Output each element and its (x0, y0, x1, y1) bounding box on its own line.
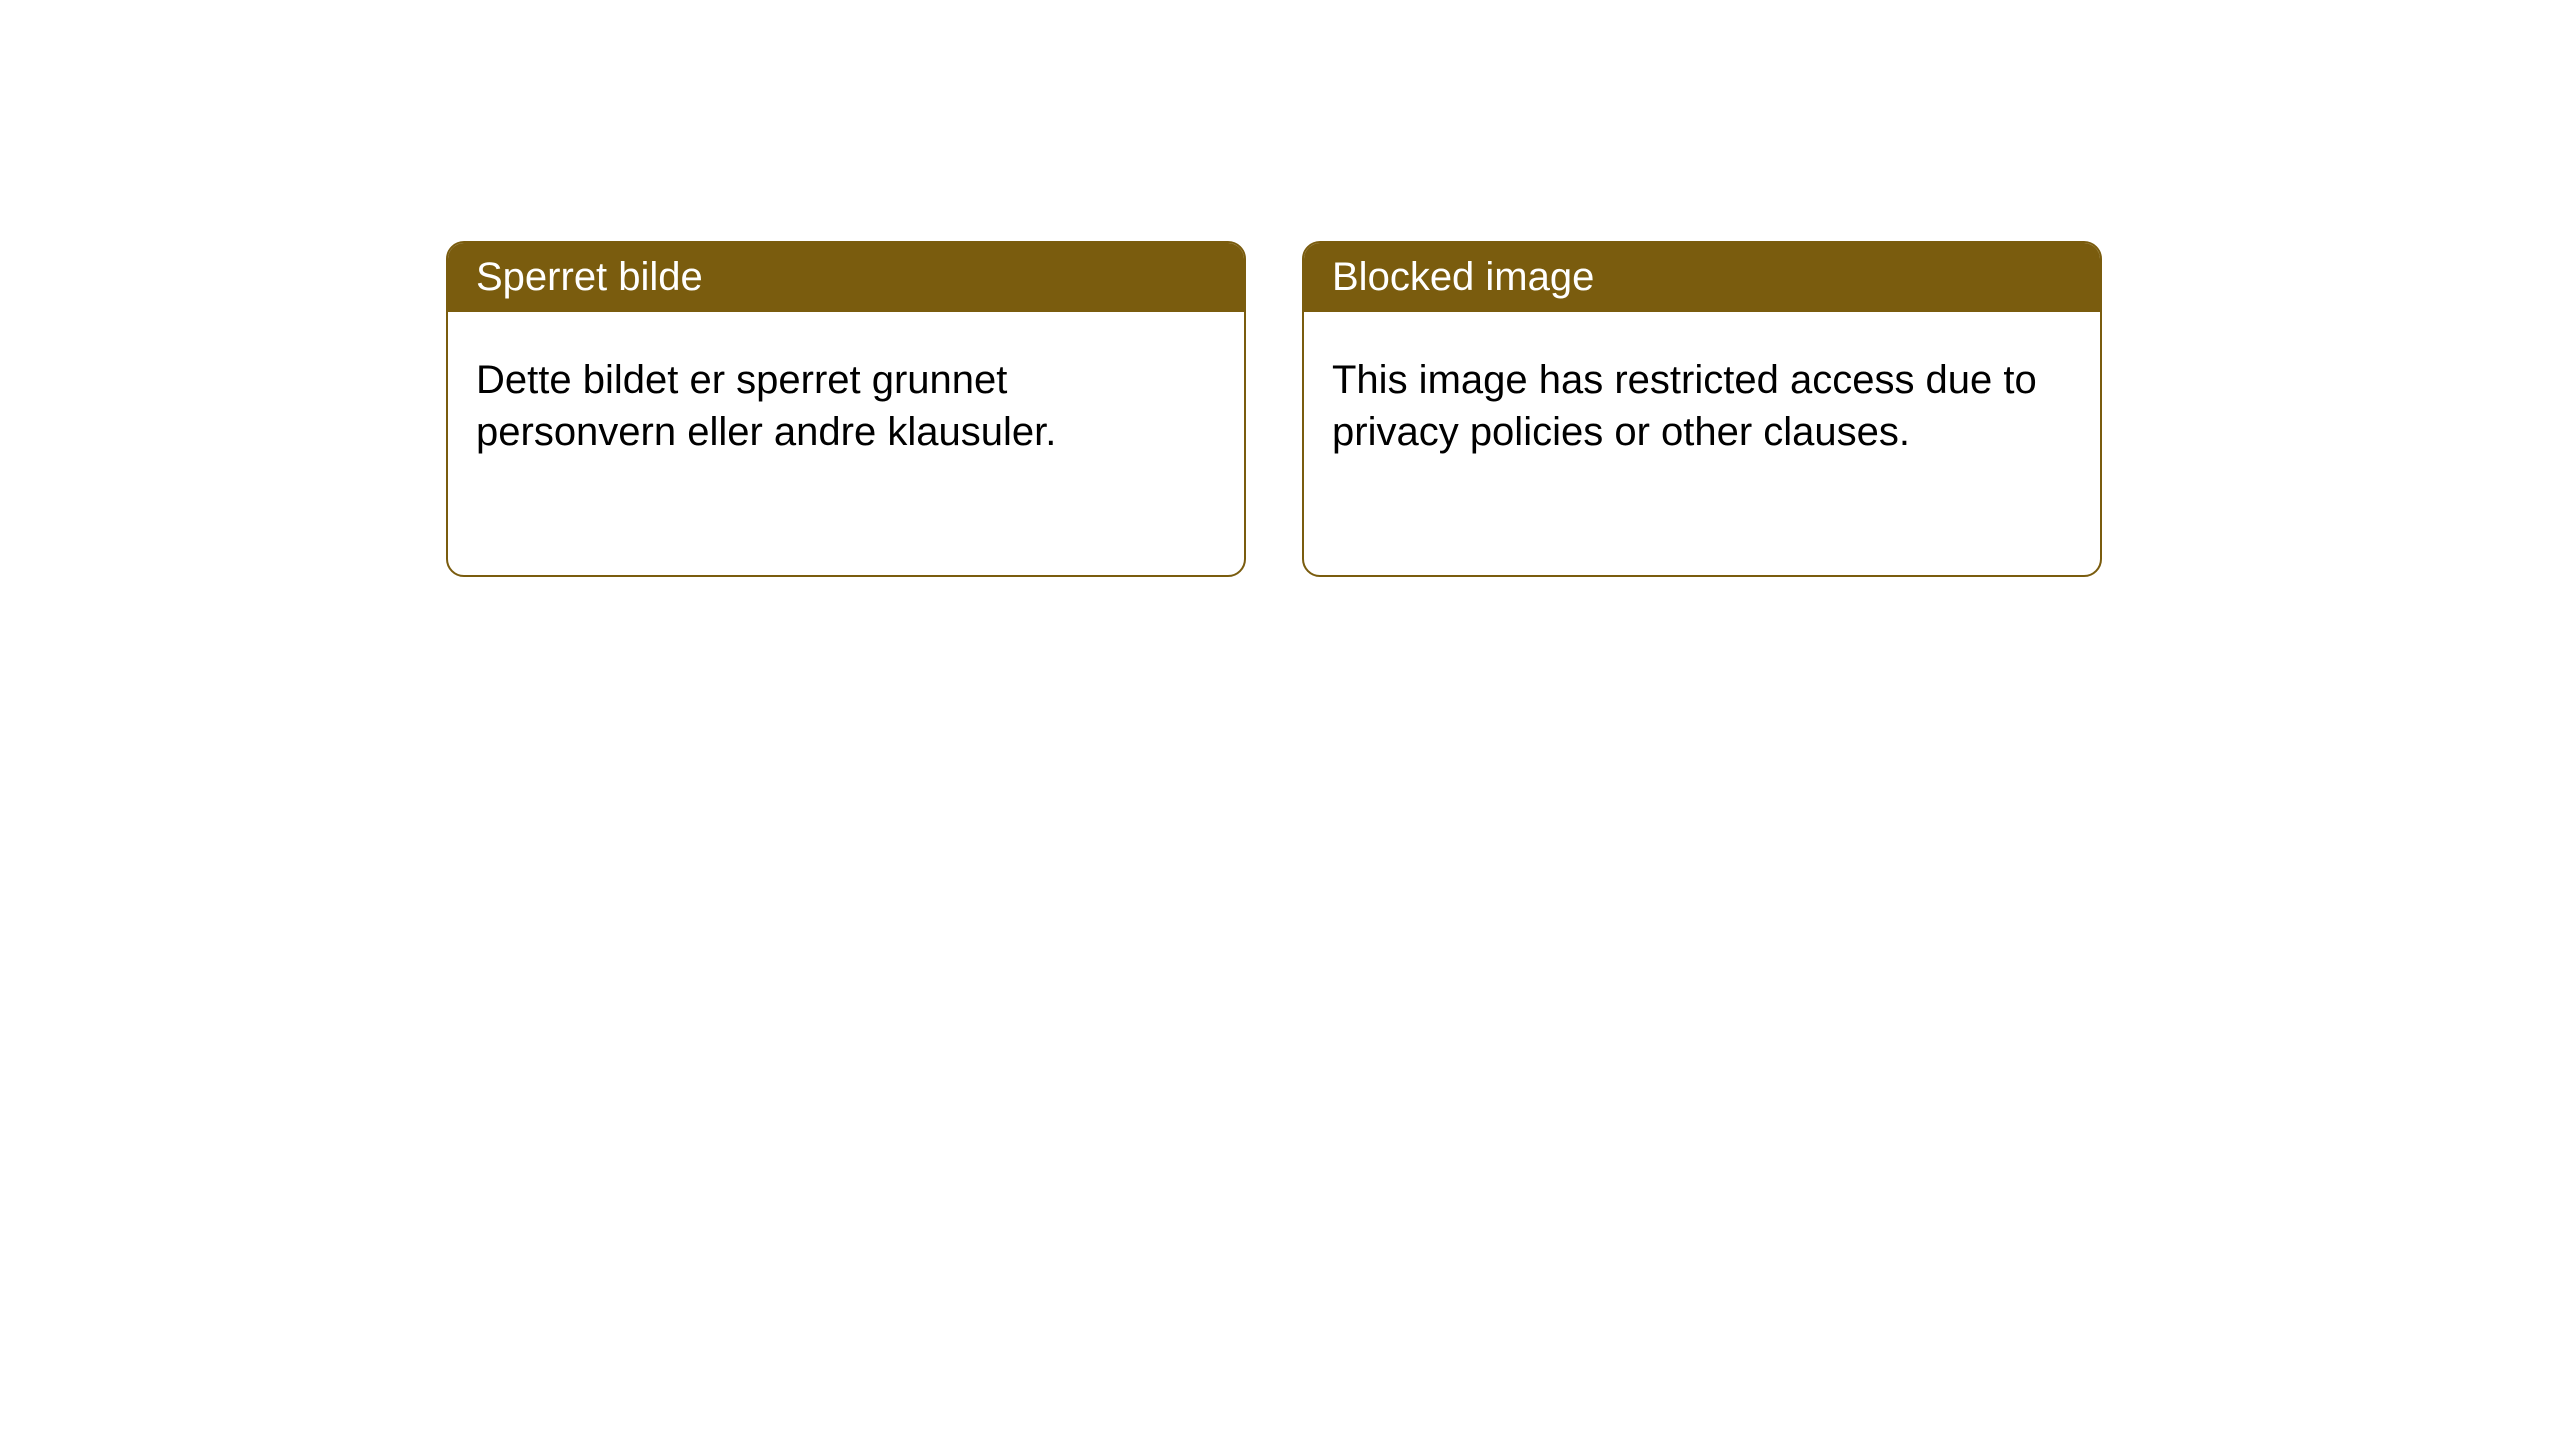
notice-card-english: Blocked image This image has restricted … (1302, 241, 2102, 577)
card-body: This image has restricted access due to … (1304, 312, 2100, 500)
card-message: This image has restricted access due to … (1332, 358, 2037, 454)
card-title: Blocked image (1332, 255, 1594, 299)
notice-cards-container: Sperret bilde Dette bildet er sperret gr… (446, 241, 2102, 577)
card-header: Sperret bilde (448, 243, 1244, 312)
card-title: Sperret bilde (476, 255, 703, 299)
card-message: Dette bildet er sperret grunnet personve… (476, 358, 1056, 454)
notice-card-norwegian: Sperret bilde Dette bildet er sperret gr… (446, 241, 1246, 577)
card-header: Blocked image (1304, 243, 2100, 312)
card-body: Dette bildet er sperret grunnet personve… (448, 312, 1244, 500)
